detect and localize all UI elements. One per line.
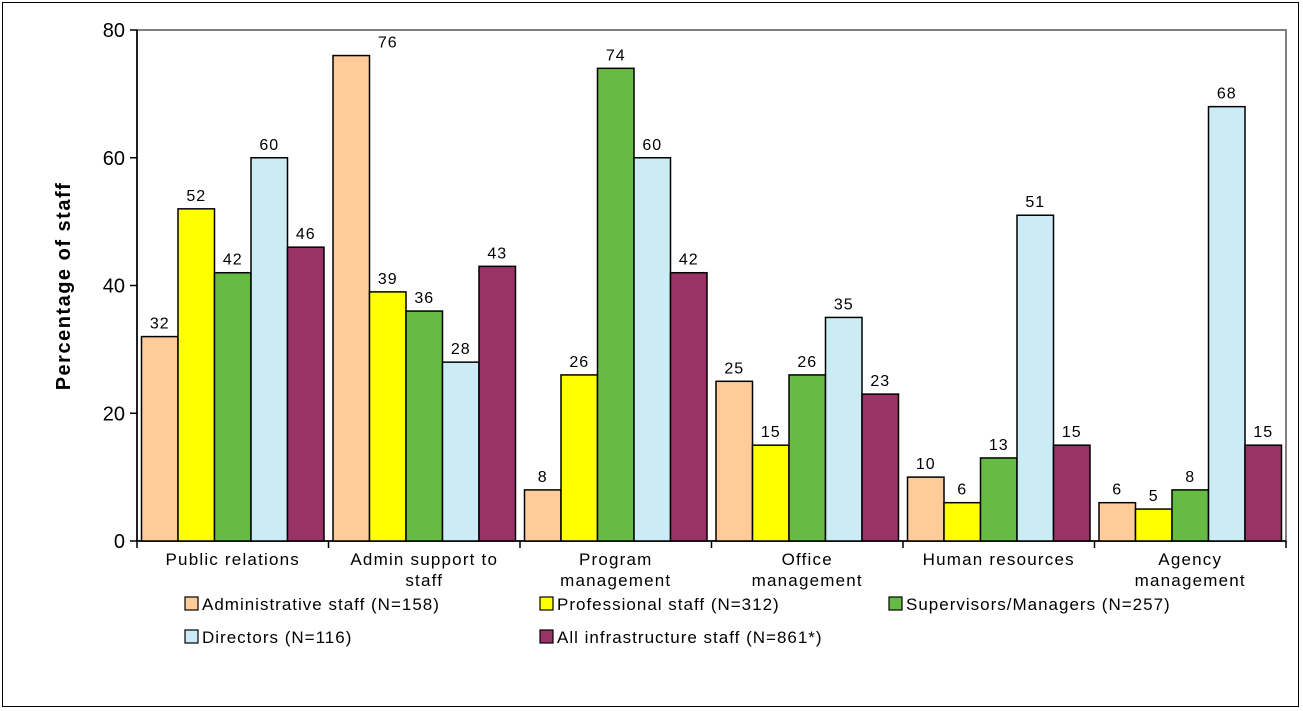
legend-label: Administrative staff (N=158): [202, 595, 440, 614]
bar: [1244, 444, 1283, 542]
data-label: 60: [642, 137, 662, 154]
bar: [715, 380, 754, 542]
data-label: 46: [296, 226, 316, 243]
data-label: 8: [538, 469, 548, 486]
y-axis-title: Percentage of staff: [53, 182, 75, 391]
data-label: 68: [1217, 86, 1237, 103]
data-label: 42: [223, 252, 243, 269]
bar: [906, 476, 945, 542]
bar: [788, 374, 827, 542]
data-label: 10: [916, 456, 936, 473]
y-tick-label: 20: [103, 403, 125, 425]
data-label: 6: [957, 482, 967, 499]
category-label: Program: [579, 550, 653, 569]
data-label: 76: [378, 35, 398, 52]
data-label: 35: [834, 296, 854, 313]
bar: [332, 54, 371, 542]
category-label: Office: [782, 550, 833, 569]
data-label: 32: [150, 316, 170, 333]
data-label: 25: [724, 360, 744, 377]
bar: [286, 246, 325, 542]
legend-label: Supervisors/Managers (N=257): [906, 595, 1171, 614]
data-label: 15: [1253, 424, 1273, 441]
y-tick-label: 0: [114, 531, 125, 553]
bar: [824, 316, 863, 542]
category-label: management: [752, 571, 863, 590]
data-label: 6: [1112, 482, 1122, 499]
category-label: Admin support to: [350, 550, 498, 569]
y-tick-label: 80: [103, 20, 125, 42]
category-label: Agency: [1158, 550, 1222, 569]
bar: [213, 271, 252, 542]
data-label: 23: [870, 373, 890, 390]
legend: Administrative staff (N=158) Professional…: [184, 595, 1171, 647]
data-label: 8: [1185, 469, 1195, 486]
data-label: 51: [1025, 194, 1045, 211]
legend-label: Directors (N=116): [202, 628, 352, 647]
bar: [596, 67, 635, 542]
category-label: staff: [405, 571, 443, 590]
bar: [405, 310, 444, 542]
bar: [943, 501, 982, 542]
data-label: 26: [569, 354, 589, 371]
data-label: 43: [487, 245, 507, 262]
legend-swatch: [539, 596, 554, 611]
category-label: Human resources: [923, 550, 1075, 569]
bar: [441, 361, 480, 542]
bar: [560, 374, 599, 542]
bar: [368, 291, 407, 542]
data-label: 52: [186, 188, 206, 205]
bar: [751, 444, 790, 542]
legend-swatch: [888, 596, 903, 611]
bar: [523, 489, 562, 542]
data-label: 60: [259, 137, 279, 154]
legend-label: All infrastructure staff (N=861*): [557, 628, 823, 647]
data-label: 13: [989, 437, 1009, 454]
data-label: 15: [1062, 424, 1082, 441]
bar: [979, 457, 1018, 542]
bar: [1098, 501, 1137, 542]
bar: [633, 157, 672, 542]
legend-swatch: [184, 629, 199, 644]
bar: [1052, 444, 1091, 542]
bar: [669, 271, 708, 542]
bar: [1171, 489, 1210, 542]
bar: [478, 265, 517, 542]
category-label: Public relations: [166, 550, 300, 569]
y-tick-label: 60: [103, 148, 125, 170]
data-label: 42: [679, 252, 699, 269]
bar: [1134, 508, 1173, 542]
legend-swatch: [184, 596, 199, 611]
data-label: 39: [378, 271, 398, 288]
data-label: 28: [451, 341, 471, 358]
data-label: 15: [761, 424, 781, 441]
bar: [250, 157, 289, 542]
data-label: 5: [1149, 488, 1159, 505]
category-label: management: [560, 571, 671, 590]
bar: [140, 335, 179, 542]
legend-swatch: [539, 629, 554, 644]
category-label: management: [1135, 571, 1246, 590]
bar: [861, 393, 900, 542]
y-tick-label: 40: [103, 276, 125, 298]
bar: [1207, 105, 1246, 542]
data-label: 36: [414, 290, 434, 307]
data-label: 26: [797, 354, 817, 371]
bar: [1016, 214, 1055, 542]
data-label: 74: [606, 47, 626, 64]
bar: [177, 208, 216, 542]
legend-label: Professional staff (N=312): [557, 595, 780, 614]
